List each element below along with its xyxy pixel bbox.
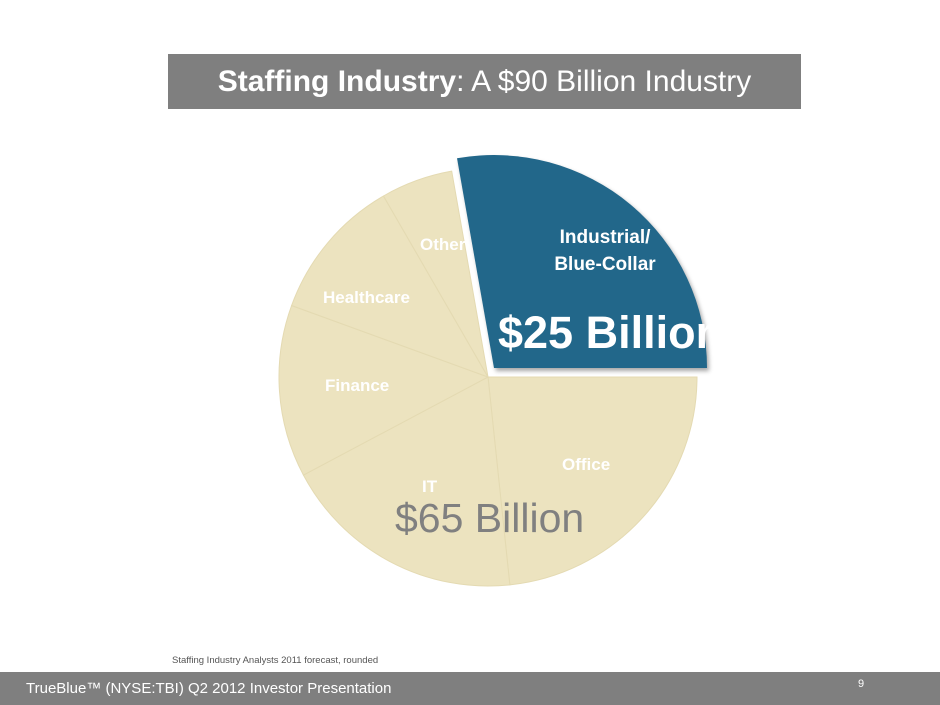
title-bold: Staffing Industry <box>217 64 457 98</box>
pie-slice-finance <box>278 304 490 476</box>
label-healthcare: Healthcare <box>323 288 410 307</box>
label-finance: Finance <box>325 376 390 395</box>
footer-bar: TrueBlue™ (NYSE:TBI) Q2 2012 Investor Pr… <box>0 672 940 705</box>
page-number: 9 <box>858 678 865 690</box>
other-total: $65 Billion <box>395 495 585 541</box>
source-note: Staffing Industry Analysts 2011 forecast… <box>172 655 379 666</box>
pie-slice-healthcare <box>290 195 490 378</box>
pie-slice-industrial-blue-collar <box>457 155 707 368</box>
slide-title: Staffing Industry: A $90 Billion Industr… <box>168 54 801 109</box>
label-office: Office <box>562 455 611 474</box>
title-rest: : A $90 Billion Industry <box>456 64 752 98</box>
pie-slice-other <box>382 170 489 378</box>
pie-slice-it <box>302 376 511 587</box>
label-industrial: Industrial/ Blue-Collar <box>520 224 690 278</box>
label-it: IT <box>422 477 438 496</box>
industrial-total: $25 Billion <box>498 307 724 358</box>
industrial-line2: Blue-Collar <box>554 254 656 275</box>
pie-slice-office <box>487 376 698 586</box>
footer-text: TrueBlue™ (NYSE:TBI) Q2 2012 Investor Pr… <box>26 680 392 697</box>
industrial-line1: Industrial/ <box>559 227 651 248</box>
label-other: Other <box>420 235 466 254</box>
